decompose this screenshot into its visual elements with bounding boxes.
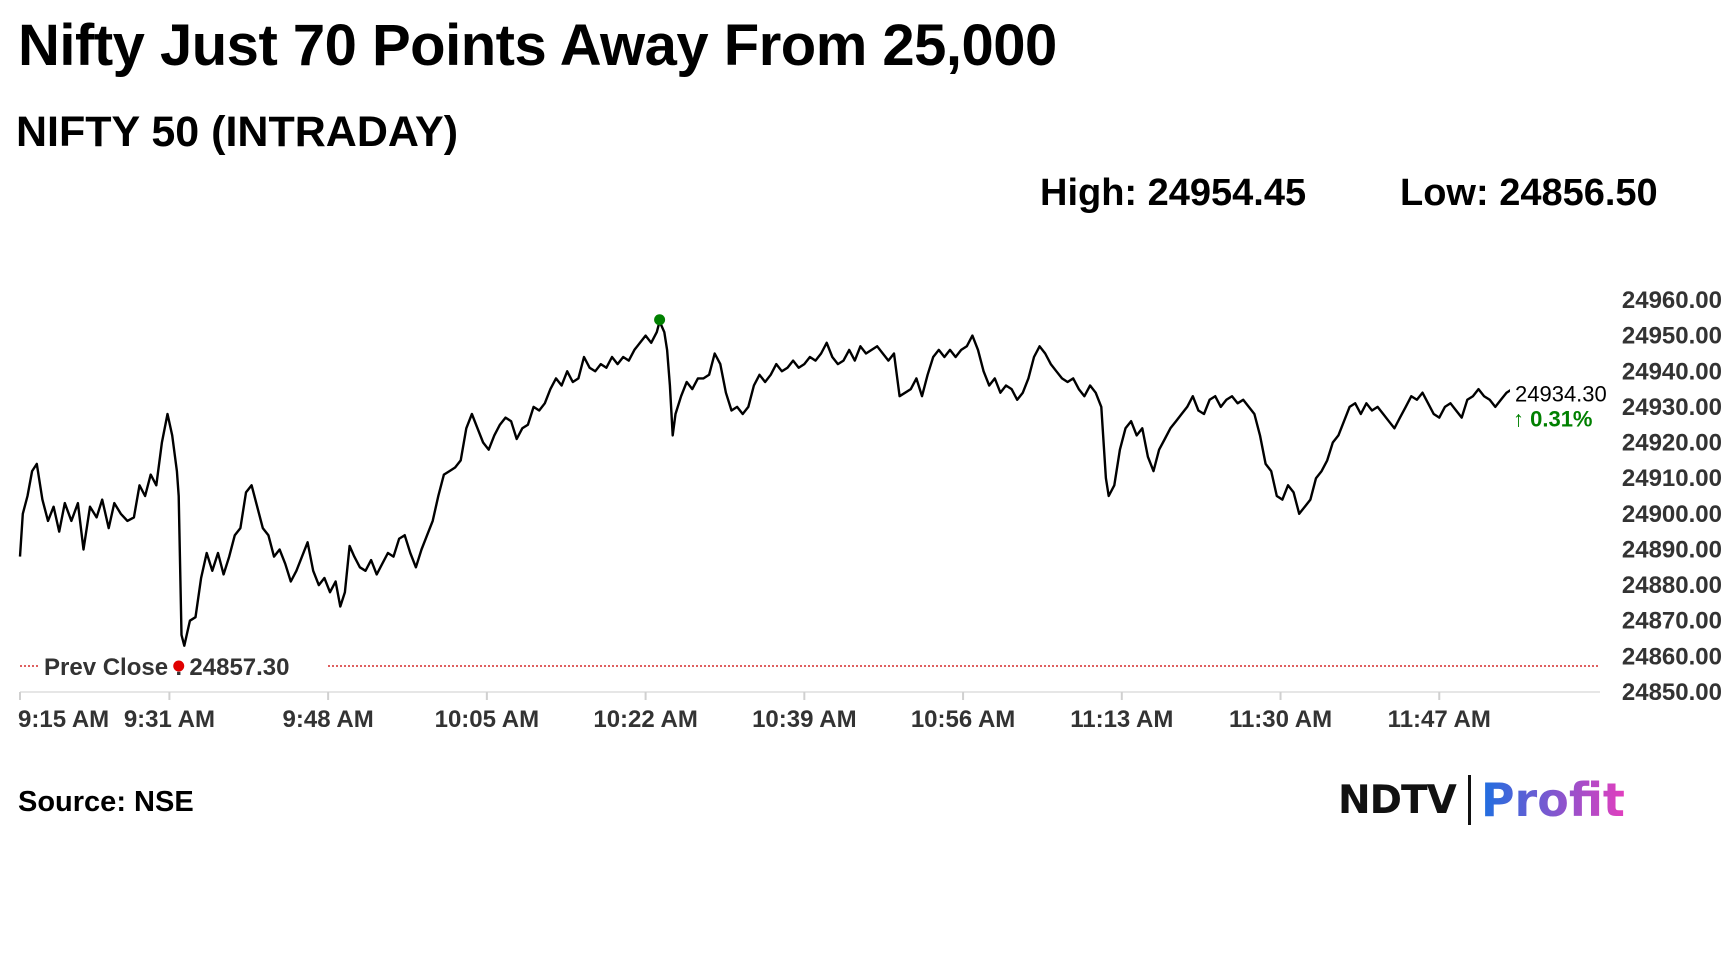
last-value-label-background (1510, 375, 1610, 426)
chart-subtitle: NIFTY 50 (INTRADAY) (16, 108, 459, 156)
y-tick-label: 24880.00 (1622, 572, 1722, 599)
high-stat: High: 24954.45 (1040, 172, 1307, 214)
x-tick-label: 9:15 AM (18, 706, 109, 733)
intraday-line-chart: 9:15 AM 9:31 AM 9:48 AM 10:05 AM 10:22 AM 10:… (18, 287, 1722, 733)
low-marker (173, 660, 185, 672)
x-tick-label: 11:47 AM (1388, 706, 1491, 733)
x-tick-label: 9:48 AM (283, 706, 374, 733)
y-axis: 24960.00 24950.00 24940.00 24930.00 24920.00… (1622, 287, 1722, 706)
x-axis: 9:15 AM 9:31 AM 9:48 AM 10:05 AM 10:22 AM 10:… (18, 692, 1491, 733)
x-tick-label: 10:22 AM (593, 706, 697, 733)
ndtv-profit-logo: NDTV Profit (1338, 770, 1625, 830)
y-tick-label: 24890.00 (1622, 536, 1722, 563)
x-tick-label: 10:05 AM (435, 706, 539, 733)
y-tick-label: 24910.00 (1622, 465, 1722, 492)
y-tick-label: 24940.00 (1622, 358, 1722, 385)
low-stat: Low: 24856.50 (1400, 172, 1658, 214)
x-tick-label: 11:30 AM (1229, 706, 1332, 733)
y-tick-label: 24850.00 (1622, 679, 1722, 706)
prev-close-label: Prev Close : 24857.30 (44, 654, 290, 681)
high-marker (654, 314, 666, 326)
source-note: Source: NSE (18, 786, 194, 818)
logo-profit: Profit (1480, 773, 1625, 827)
y-tick-label: 24950.00 (1622, 323, 1722, 350)
series-line (18, 320, 1599, 647)
last-value-label: 24934.30 (1515, 382, 1607, 407)
y-tick-label: 24960.00 (1622, 287, 1722, 314)
y-tick-label: 24900.00 (1622, 501, 1722, 528)
y-tick-label: 24930.00 (1622, 394, 1722, 421)
x-tick-label: 11:13 AM (1070, 706, 1173, 733)
y-tick-label: 24920.00 (1622, 430, 1722, 457)
x-tick-label: 10:56 AM (911, 706, 1015, 733)
logo-divider (1467, 775, 1471, 825)
y-tick-label: 24860.00 (1622, 643, 1722, 670)
x-tick-label: 10:39 AM (752, 706, 856, 733)
y-tick-label: 24870.00 (1622, 608, 1722, 635)
x-tick-label: 9:31 AM (124, 706, 215, 733)
logo-ndtv: NDTV (1338, 777, 1457, 823)
last-change-label: ↑ 0.31% (1513, 407, 1593, 432)
headline: Nifty Just 70 Points Away From 25,000 (18, 13, 1057, 78)
